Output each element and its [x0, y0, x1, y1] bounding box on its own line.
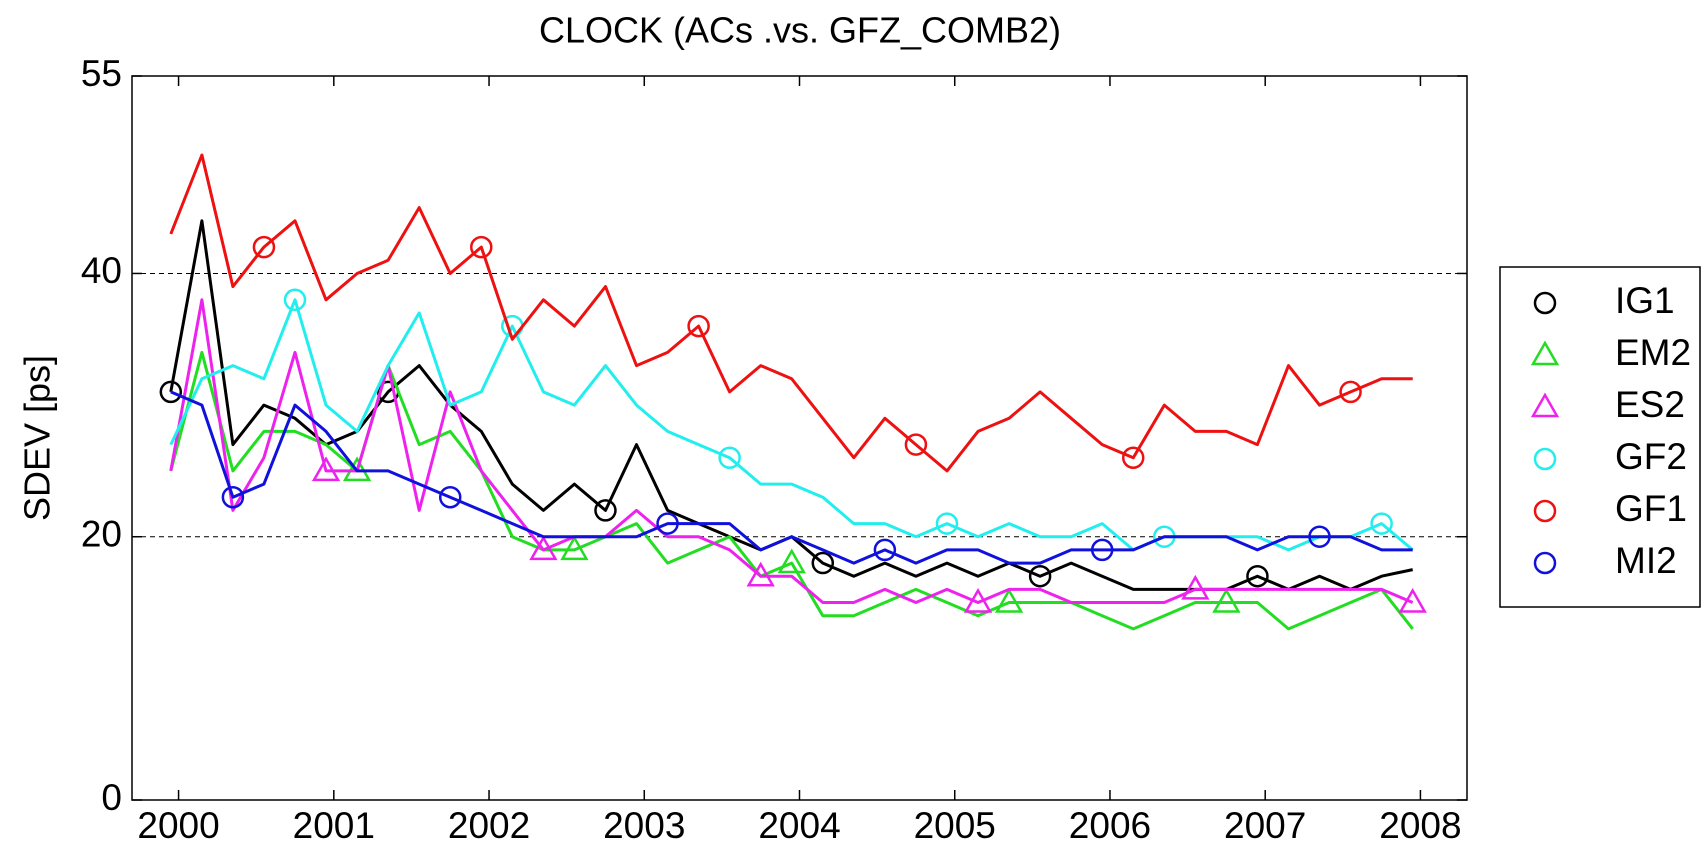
legend-box — [1499, 266, 1701, 608]
marker — [1530, 340, 1560, 366]
marker — [1181, 574, 1210, 600]
marker — [994, 588, 1024, 613]
x-tick-label: 2003 — [603, 805, 685, 846]
marker — [656, 512, 679, 535]
marker — [1533, 447, 1557, 471]
marker — [1028, 564, 1052, 588]
marker — [1530, 392, 1560, 418]
marker — [594, 499, 617, 522]
marker — [529, 535, 558, 561]
x-tick-label: 2006 — [1069, 805, 1151, 846]
marker — [1246, 564, 1269, 588]
marker — [811, 551, 835, 575]
x-tick-label: 2000 — [137, 805, 219, 846]
legend-label: GF1 — [1615, 488, 1687, 529]
marker — [1090, 538, 1114, 562]
marker — [1212, 588, 1241, 613]
marker — [935, 512, 959, 535]
legend-label: MI2 — [1615, 540, 1677, 581]
plot-frame — [131, 75, 1468, 801]
marker — [1533, 551, 1557, 575]
x-tick-label: 2001 — [293, 805, 375, 846]
series-line — [169, 350, 1414, 631]
marker — [1308, 525, 1331, 548]
x-tick-label: 2007 — [1224, 805, 1306, 846]
marker — [1122, 446, 1145, 469]
marker — [470, 235, 493, 259]
series-line — [169, 153, 1413, 473]
marker — [560, 535, 589, 561]
marker — [963, 588, 993, 613]
marker — [718, 446, 741, 469]
marker — [1533, 499, 1557, 523]
marker — [904, 433, 928, 456]
legend-label: GF2 — [1615, 436, 1687, 477]
marker — [1398, 588, 1427, 613]
legend-label: IG1 — [1615, 280, 1675, 321]
x-tick-label: 2008 — [1379, 805, 1461, 846]
legend-label: ES2 — [1615, 384, 1685, 425]
marker — [1533, 291, 1557, 315]
marker — [252, 235, 276, 259]
marker — [221, 485, 245, 509]
x-tick-label: 2005 — [914, 805, 996, 846]
legend-label: EM2 — [1615, 332, 1691, 373]
series-line — [169, 298, 1414, 552]
marker — [283, 288, 307, 312]
series-line — [170, 390, 1413, 565]
y-tick-label: 55 — [81, 53, 122, 94]
marker — [746, 561, 775, 587]
y-tick-label: 0 — [101, 777, 122, 818]
marker — [873, 538, 897, 562]
y-tick-label: 40 — [81, 250, 122, 291]
marker — [438, 485, 462, 509]
x-tick-label: 2002 — [448, 805, 530, 846]
marker — [1370, 512, 1393, 535]
x-tick-label: 2004 — [758, 805, 840, 846]
y-tick-label: 20 — [81, 514, 122, 555]
series-line — [169, 219, 1414, 591]
chart-title: CLOCK (ACs .vs. GFZ_COMB2) — [539, 10, 1061, 51]
series-line — [169, 298, 1414, 604]
marker — [777, 548, 806, 574]
marker — [687, 314, 710, 338]
marker — [1339, 380, 1362, 404]
marker — [159, 380, 183, 404]
y-axis-label: SDEV [ps] — [17, 355, 58, 521]
marker — [311, 456, 341, 482]
